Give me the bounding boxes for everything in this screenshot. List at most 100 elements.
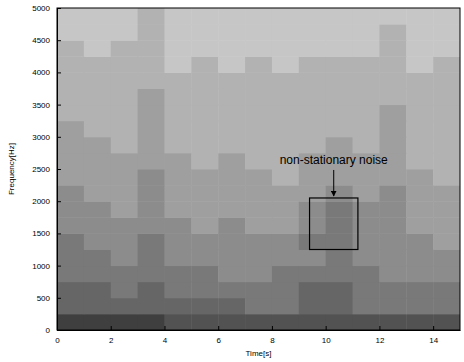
cell bbox=[272, 250, 299, 267]
cell bbox=[138, 217, 165, 234]
cell bbox=[353, 24, 380, 41]
cell bbox=[433, 56, 460, 73]
cell bbox=[406, 169, 433, 186]
cell bbox=[191, 8, 218, 25]
cell bbox=[111, 282, 138, 299]
cell bbox=[245, 233, 272, 250]
cell bbox=[433, 105, 460, 122]
cell bbox=[111, 266, 138, 283]
cell bbox=[84, 89, 111, 106]
y-tick-mark bbox=[57, 266, 61, 267]
cell bbox=[406, 314, 433, 330]
cell bbox=[299, 72, 326, 89]
cell bbox=[57, 40, 84, 57]
cell bbox=[245, 105, 272, 122]
y-tick: 3000 bbox=[32, 133, 61, 142]
cell bbox=[379, 233, 406, 250]
cell bbox=[138, 153, 165, 170]
x-tick: 12 bbox=[375, 326, 384, 345]
cell bbox=[353, 298, 380, 315]
x-tick: 14 bbox=[429, 326, 438, 345]
cell bbox=[57, 282, 84, 299]
cell bbox=[57, 250, 84, 267]
cell bbox=[191, 56, 218, 73]
cell bbox=[379, 282, 406, 299]
y-tick-label: 4500 bbox=[32, 36, 50, 45]
y-tick: 0 bbox=[46, 326, 61, 335]
cell bbox=[218, 233, 245, 250]
x-tick-mark bbox=[379, 326, 380, 330]
cell bbox=[326, 282, 353, 299]
cell bbox=[111, 24, 138, 41]
cell bbox=[191, 201, 218, 218]
y-tick-mark bbox=[57, 201, 61, 202]
cell bbox=[433, 185, 460, 202]
cell bbox=[299, 217, 326, 234]
cell bbox=[326, 8, 353, 25]
cell bbox=[191, 24, 218, 41]
cell bbox=[218, 56, 245, 73]
cell bbox=[57, 314, 84, 330]
cell bbox=[406, 250, 433, 267]
y-tick: 1500 bbox=[32, 229, 61, 238]
spectrogram bbox=[57, 8, 460, 330]
y-tick-mark bbox=[57, 8, 61, 9]
cell bbox=[111, 217, 138, 234]
cell bbox=[138, 282, 165, 299]
cell bbox=[245, 266, 272, 283]
cell bbox=[433, 169, 460, 186]
cell bbox=[191, 266, 218, 283]
cell bbox=[326, 298, 353, 315]
x-tick-label: 10 bbox=[322, 336, 331, 345]
cell bbox=[406, 137, 433, 154]
cell bbox=[164, 282, 191, 299]
cell bbox=[353, 233, 380, 250]
y-axis: 0500100015002000250030003500400045005000 bbox=[32, 4, 61, 335]
x-tick: 6 bbox=[216, 326, 221, 345]
y-tick: 1000 bbox=[32, 262, 61, 271]
cell bbox=[272, 40, 299, 57]
cell bbox=[84, 169, 111, 186]
cell bbox=[299, 40, 326, 57]
cell bbox=[138, 314, 165, 330]
x-tick-label: 8 bbox=[270, 336, 275, 345]
y-tick: 4000 bbox=[32, 68, 61, 77]
cell bbox=[272, 314, 299, 330]
cell bbox=[138, 298, 165, 315]
y-tick-mark bbox=[57, 40, 61, 41]
cell bbox=[245, 169, 272, 186]
cell bbox=[245, 217, 272, 234]
cell bbox=[84, 185, 111, 202]
cell bbox=[138, 266, 165, 283]
cell bbox=[164, 298, 191, 315]
cell bbox=[433, 8, 460, 25]
cell bbox=[164, 250, 191, 267]
cell bbox=[218, 8, 245, 25]
y-tick-mark bbox=[57, 330, 61, 331]
cell bbox=[299, 105, 326, 122]
cell bbox=[84, 201, 111, 218]
cell bbox=[57, 298, 84, 315]
y-tick-label: 3500 bbox=[32, 101, 50, 110]
cell bbox=[111, 314, 138, 330]
cell bbox=[406, 24, 433, 41]
x-tick-mark bbox=[433, 326, 434, 330]
cell bbox=[406, 217, 433, 234]
cell bbox=[84, 40, 111, 57]
cell bbox=[164, 56, 191, 73]
cell bbox=[272, 233, 299, 250]
cell bbox=[245, 185, 272, 202]
y-tick: 4500 bbox=[32, 36, 61, 45]
annotation-text: non-stationary noise bbox=[280, 153, 388, 167]
cell bbox=[326, 24, 353, 41]
cell bbox=[326, 250, 353, 267]
x-tick: 10 bbox=[322, 326, 331, 345]
cell bbox=[406, 282, 433, 299]
cell bbox=[406, 56, 433, 73]
cell bbox=[433, 89, 460, 106]
cell bbox=[272, 89, 299, 106]
cell bbox=[299, 185, 326, 202]
cell bbox=[406, 266, 433, 283]
cell bbox=[272, 24, 299, 41]
cell bbox=[353, 121, 380, 138]
